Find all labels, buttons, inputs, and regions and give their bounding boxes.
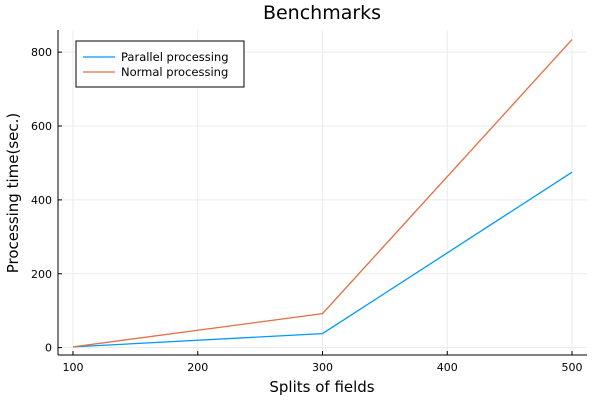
y-tick-label: 200 — [31, 268, 52, 281]
y-tick-label: 400 — [31, 194, 52, 207]
x-tick-label: 100 — [62, 361, 83, 374]
x-tick-label: 500 — [562, 361, 583, 374]
legend: Parallel processing Normal processing — [75, 40, 245, 88]
x-tick-label: 200 — [187, 361, 208, 374]
x-tick-label: 400 — [437, 361, 458, 374]
x-tick-label: 300 — [312, 361, 333, 374]
y-axis-title: Processing time(sec.) — [4, 113, 22, 274]
y-tick-label: 600 — [31, 120, 52, 133]
y-tick-label: 800 — [31, 46, 52, 59]
legend-label-parallel: Parallel processing — [121, 50, 229, 64]
series-line-parallel — [72, 171, 573, 348]
series-lines — [72, 39, 573, 348]
ticks: 100 200 300 400 500 0 200 400 600 800 — [31, 46, 583, 374]
x-axis-title: Splits of fields — [269, 378, 374, 396]
y-tick-label: 0 — [45, 342, 52, 355]
chart-title: Benchmarks — [263, 2, 381, 24]
legend-box — [75, 40, 245, 88]
series-line-normal — [72, 39, 573, 348]
legend-label-normal: Normal processing — [121, 65, 228, 79]
